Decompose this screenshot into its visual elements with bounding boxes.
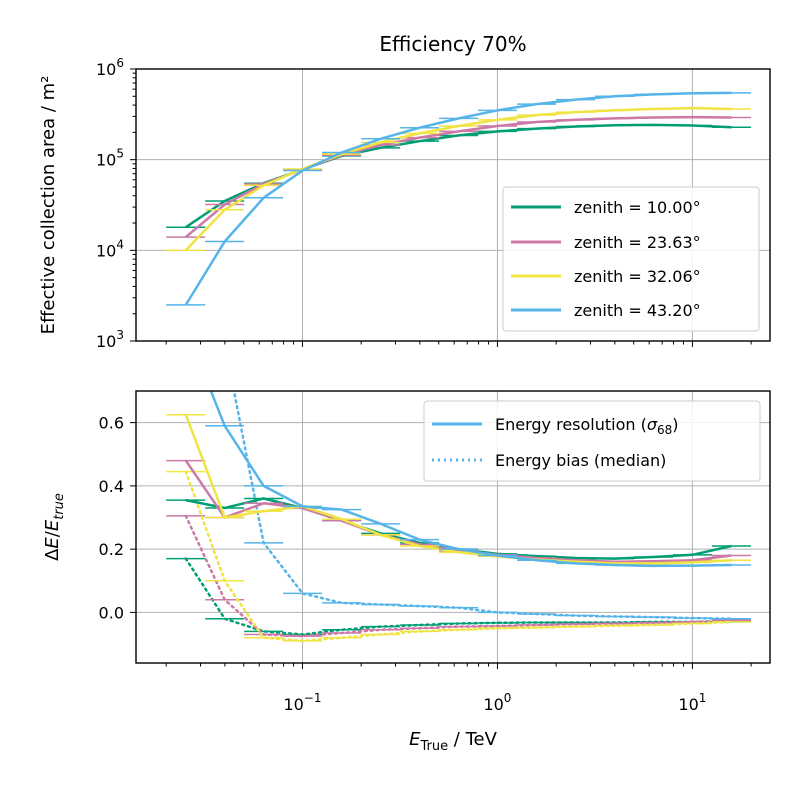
top-chart-title: Efficiency 70% bbox=[379, 32, 526, 56]
x-tick-label: 100 bbox=[483, 691, 511, 714]
bottom-plot-frame bbox=[135, 390, 771, 664]
legend-label-zenith-43: zenith = 43.20° bbox=[574, 301, 701, 320]
top-y-tick-label: 106 bbox=[96, 56, 124, 79]
legend-label-bias: Energy bias (median) bbox=[495, 451, 666, 470]
x-axis-label: ETrue / TeV bbox=[409, 729, 498, 754]
bottom-ticks: 10−1 100 101 0.0 0.2 0.4 0.6 bbox=[99, 414, 752, 714]
top-series-group bbox=[166, 91, 752, 306]
x-tick-label: 101 bbox=[678, 691, 706, 714]
bottom-y-axis-label: ΔE/Etrue bbox=[42, 493, 67, 561]
top-plot-frame bbox=[135, 68, 771, 342]
legend-label-resolution: Energy resolution (σ68) bbox=[495, 415, 679, 437]
bottom-series-group bbox=[166, 391, 752, 643]
x-tick-label: 10−1 bbox=[283, 691, 321, 714]
top-legend: zenith = 10.00° zenith = 23.63° zenith =… bbox=[502, 186, 760, 332]
top-y-tick-label: 103 bbox=[96, 328, 124, 351]
bottom-y-tick-label: 0.0 bbox=[99, 603, 124, 622]
bottom-legend: Energy resolution (σ68) Energy bias (med… bbox=[423, 400, 761, 482]
top-ticks: 103 104 105 106 bbox=[96, 56, 752, 351]
top-y-tick-label: 104 bbox=[96, 237, 124, 260]
legend-label-zenith-32: zenith = 32.06° bbox=[574, 267, 701, 286]
bottom-legend-box bbox=[423, 400, 761, 482]
bottom-y-tick-label: 0.4 bbox=[99, 477, 124, 496]
legend-label-zenith-23: zenith = 23.63° bbox=[574, 233, 701, 252]
top-y-tick-label: 105 bbox=[96, 147, 124, 170]
top-legend-box bbox=[502, 186, 760, 332]
bottom-y-tick-label: 0.2 bbox=[99, 540, 124, 559]
bottom-y-tick-label: 0.6 bbox=[99, 414, 124, 433]
legend-label-zenith-10: zenith = 10.00° bbox=[574, 198, 701, 217]
top-y-axis-label: Effective collection area / m² bbox=[38, 76, 59, 335]
